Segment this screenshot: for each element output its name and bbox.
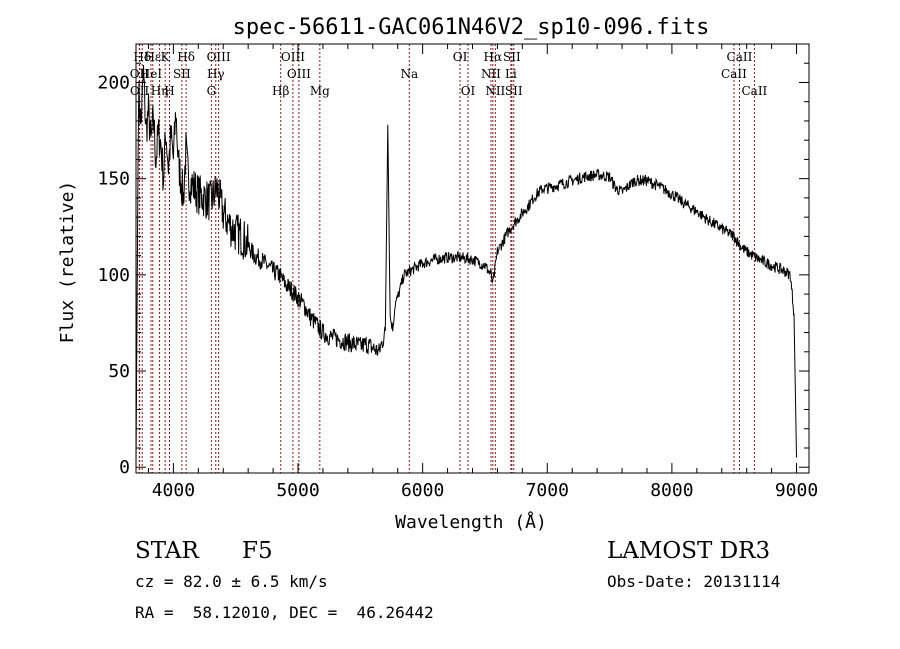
y-tick-label: 150 xyxy=(97,169,130,190)
series-layer xyxy=(135,64,797,468)
y-tick-label: 0 xyxy=(119,457,130,478)
line-id-label: OI xyxy=(461,84,476,98)
line-id-label: OIII xyxy=(287,67,311,81)
x-tick-label: 7000 xyxy=(526,480,569,501)
line-id-label: OIII xyxy=(281,50,305,64)
observation-date: Obs-Date: 20131114 xyxy=(607,572,781,591)
line-id-label: K xyxy=(161,50,171,64)
line-id-label: G xyxy=(207,84,217,98)
line-id-label: OI xyxy=(453,50,468,64)
line-id-label: Hδ xyxy=(133,50,151,64)
line-id-label: Mg xyxy=(310,84,330,98)
line-id-label: SII xyxy=(505,84,523,98)
x-tick-label: 4000 xyxy=(152,480,195,501)
line-id-label: CaII xyxy=(721,67,747,81)
object-class: STAR xyxy=(135,538,199,564)
y-tick-label: 50 xyxy=(108,361,130,382)
line-id-label: OII xyxy=(130,67,150,81)
line-id-label: CaII xyxy=(741,84,767,98)
spectrum-series-line xyxy=(135,64,797,468)
line-id-label: NII xyxy=(481,67,501,81)
line-id-label: H xyxy=(164,84,174,98)
x-tick-label: 5000 xyxy=(276,480,319,501)
x-axis-label: Wavelength (Å) xyxy=(395,511,547,533)
line-id-label: NII xyxy=(485,84,505,98)
line-id-label: HeI xyxy=(140,67,163,81)
x-tick-label: 8000 xyxy=(650,480,693,501)
line-id-label: OII xyxy=(130,84,150,98)
redshift-cz: cz = 82.0 ± 6.5 km/s xyxy=(135,572,328,591)
tick-layer: 4000 5000 6000 7000 8000 9000 0 50 100 150 200 xyxy=(97,44,818,501)
line-marker-layer xyxy=(138,44,755,473)
y-axis-label: Flux (relative) xyxy=(57,181,78,344)
x-tick-label: 6000 xyxy=(401,480,444,501)
line-id-label: Li xyxy=(505,67,517,81)
line-id-label: Hη xyxy=(151,84,169,98)
coordinates: RA = 58.12010, DEC = 46.26442 xyxy=(135,603,434,622)
line-id-label: Hγ xyxy=(207,67,225,81)
line-id-label: Hε xyxy=(144,50,161,64)
line-id-label: CaII xyxy=(727,50,753,64)
line-id-label: SII xyxy=(503,50,521,64)
line-id-label: Na xyxy=(400,67,418,81)
x-tick-label: 9000 xyxy=(775,480,818,501)
line-id-label: Hα xyxy=(484,50,503,64)
line-id-label: SII xyxy=(173,67,191,81)
y-tick-label: 200 xyxy=(97,72,130,93)
line-id-label: Hβ xyxy=(272,84,289,98)
survey-name: LAMOST DR3 xyxy=(607,538,771,564)
y-tick-label: 100 xyxy=(97,265,130,286)
object-subclass: F5 xyxy=(242,538,273,564)
line-id-label: Hδ xyxy=(177,50,195,64)
chart-title: spec-56611-GAC061N46V2_sp10-096.fits xyxy=(233,15,710,40)
line-id-label: OIII xyxy=(207,50,231,64)
